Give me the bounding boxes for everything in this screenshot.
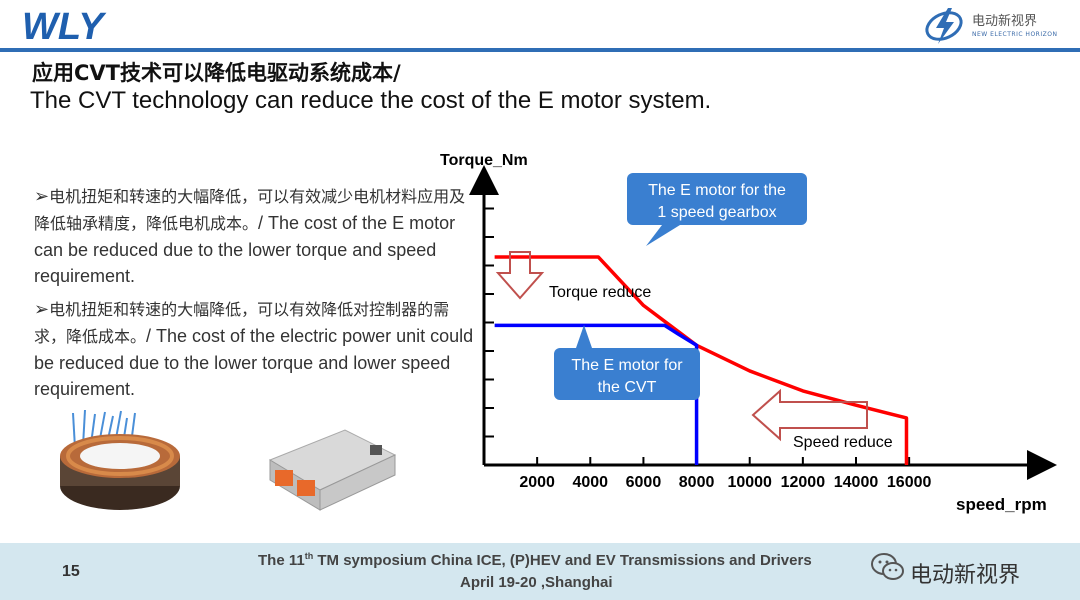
- wechat-icon: [871, 553, 904, 580]
- footer: 15 The 11th TM symposium China ICE, (P)H…: [0, 543, 1080, 600]
- wly-logo: WLY: [22, 6, 107, 46]
- page-title-en: The CVT technology can reduce the cost o…: [30, 87, 712, 114]
- footer-event-suffix: TM symposium China ICE, (P)HEV and EV Tr…: [313, 552, 812, 569]
- electric-horizon-logo: 电动新视界 NEW ELECTRIC HORIZON: [922, 4, 1072, 48]
- wechat-badge: 电动新视界: [870, 551, 1070, 591]
- torque-speed-chart: Torque_Nm speed_rpm 2000 4000 6000 8000 1000…: [440, 152, 1057, 514]
- speed-reduce-arrow: [751, 388, 868, 442]
- brand-cn: 电动新视界: [972, 14, 1038, 29]
- callout-cvt: The E motor for the CVT: [554, 325, 700, 400]
- callout-1-line1: The E motor for the: [648, 182, 786, 199]
- footer-event-sup: th: [304, 551, 314, 561]
- horizon-emblem-icon: [925, 8, 963, 44]
- inverter-image: [268, 429, 397, 511]
- torque-reduce-arrow: [495, 251, 545, 300]
- callout-2-line1: The E motor for: [571, 357, 683, 374]
- motor-stator-image: [60, 409, 180, 510]
- callout-1-line2: 1 speed gearbox: [657, 204, 776, 221]
- bullet-motor-cost: ➢电机扭矩和转速的大幅降低，可以有效减少电机材料应用及降低轴承精度，降低电机成本…: [34, 183, 474, 289]
- x-tick-label: 10000: [727, 474, 772, 491]
- x-tick-label: 16000: [887, 474, 932, 491]
- callout-1-speed-gearbox: The E motor for the 1 speed gearbox: [627, 173, 807, 246]
- bullet-text-cn: 电机扭矩和转速的大幅降低，可以有效减少电机材料应用及降低轴承精度，降低电机成本。: [34, 187, 466, 233]
- page-number: 15: [62, 563, 80, 580]
- bullet-marker: ➢: [34, 299, 50, 319]
- callout-2-line2: the CVT: [598, 379, 657, 396]
- page-title-cn: 应用CVT技术可以降低电驱动系统成本/: [32, 61, 401, 85]
- wly-logo-text: WLY: [22, 6, 107, 46]
- bullet-text-cn: 电机扭矩和转速的大幅降低，可以有效降低对控制器的需求，降低成本。: [34, 300, 450, 346]
- bullet-text-en: / The cost of the E motor can be reduced…: [34, 213, 456, 286]
- y-ticks: [484, 207, 494, 438]
- x-ticks: 2000 4000 6000 8000 10000 12000 14000 16000: [519, 457, 931, 491]
- series-line-gearbox: [494, 255, 909, 465]
- footer-event-date: April 19-20 ,Shanghai: [460, 574, 613, 591]
- bullet-power-unit-cost: ➢电机扭矩和转速的大幅降低，可以有效降低对控制器的需求，降低成本。/ The c…: [34, 296, 474, 402]
- x-axis-title: speed_rpm: [956, 495, 1047, 514]
- x-tick-label: 12000: [781, 474, 826, 491]
- speed-reduce-label: Speed reduce: [793, 434, 893, 451]
- x-tick-label: 14000: [834, 474, 879, 491]
- footer-event-prefix: The 11: [258, 552, 305, 569]
- brand-en: NEW ELECTRIC HORIZON: [972, 31, 1058, 38]
- torque-reduce-label: Torque reduce: [549, 284, 651, 301]
- header-divider: [0, 48, 1080, 52]
- bullet-text-en: / The cost of the electric power unit co…: [34, 326, 474, 399]
- x-tick-label: 6000: [626, 474, 662, 491]
- y-axis-title: Torque_Nm: [440, 152, 528, 169]
- x-tick-label: 2000: [519, 474, 555, 491]
- bullet-marker: ➢: [34, 186, 50, 206]
- x-tick-label: 4000: [572, 474, 608, 491]
- footer-event-title: The 11th TM symposium China ICE, (P)HEV …: [258, 551, 812, 569]
- wechat-label: 电动新视界: [910, 563, 1021, 588]
- x-tick-label: 8000: [679, 474, 715, 491]
